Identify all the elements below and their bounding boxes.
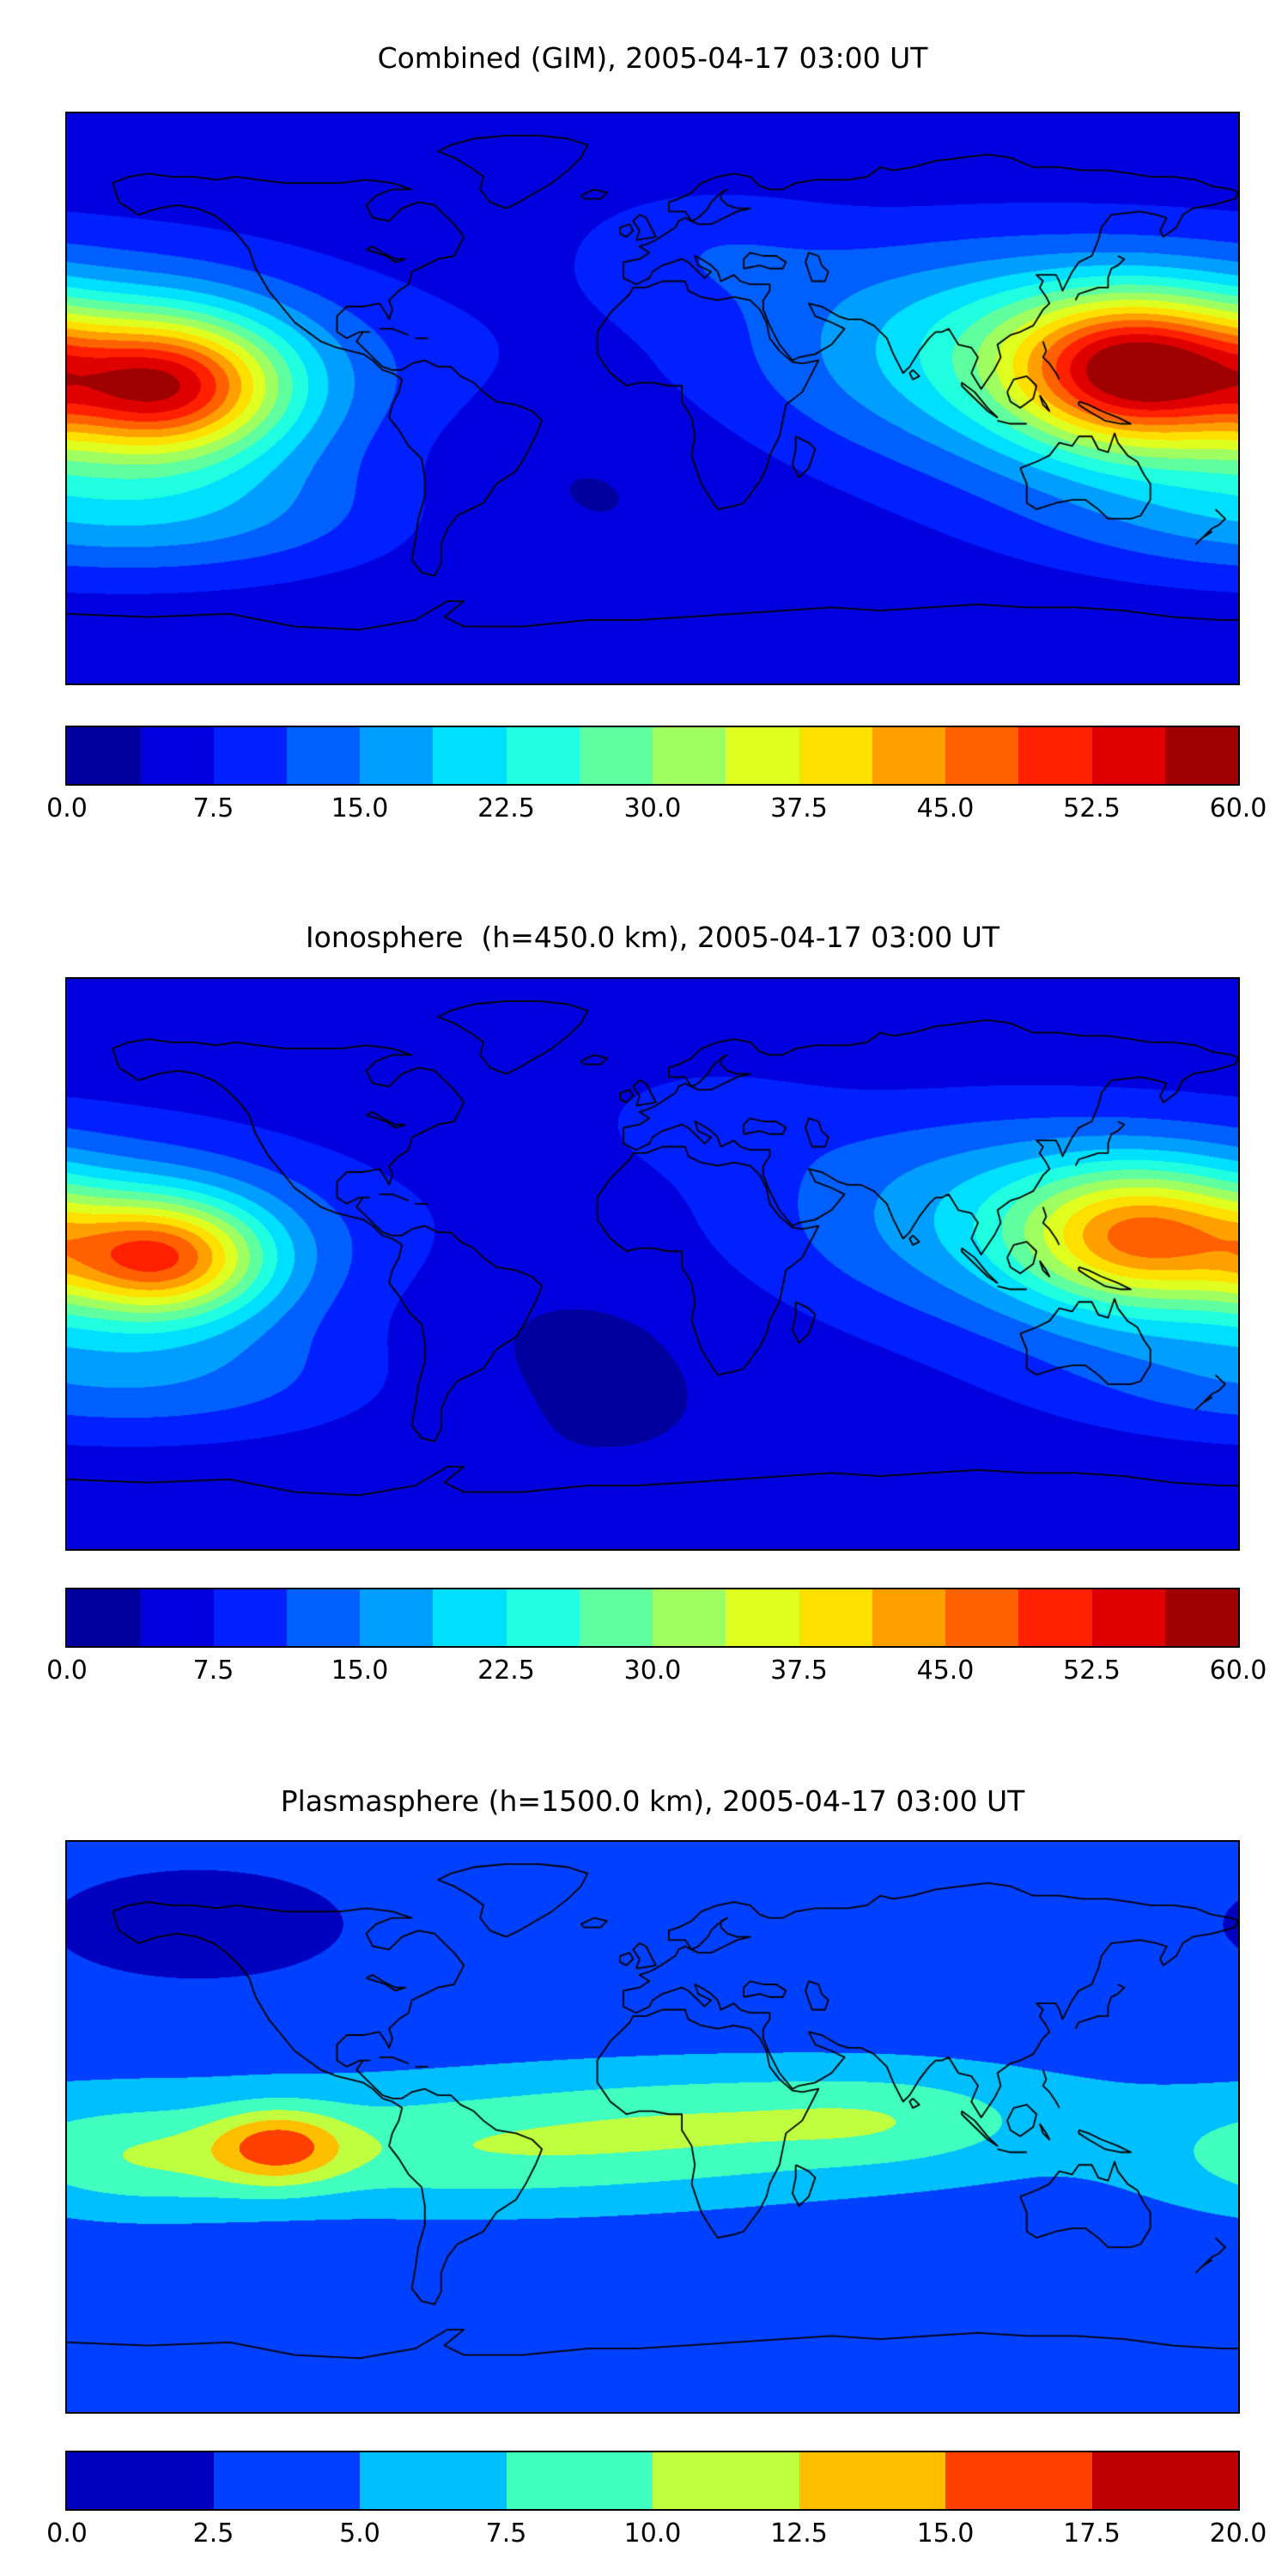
colorbar-tick-label: 0.0 <box>46 1656 88 1686</box>
colorbar-tick-label: 60.0 <box>1209 793 1267 823</box>
colorbar-segment <box>506 727 580 784</box>
colorbar-tick-label: 30.0 <box>623 793 682 823</box>
colorbar-segment <box>1018 727 1092 784</box>
colorbar-segment <box>799 1589 872 1646</box>
colorbar-tick-label: 7.5 <box>192 793 234 823</box>
colorbar-tick-label: 52.5 <box>1063 1656 1121 1686</box>
colorbar-ionosphere <box>65 1588 1240 1648</box>
colorbar-segment <box>872 727 945 784</box>
colorbar-segment <box>1018 1589 1092 1646</box>
colorbar-segment <box>726 727 799 784</box>
colorbar-segment <box>140 1589 214 1646</box>
colorbar-segment <box>653 1589 726 1646</box>
panel-title-plasmasphere: Plasmasphere (h=1500.0 km), 2005-04-17 0… <box>280 1784 1025 1818</box>
colorbar-tick-label: 60.0 <box>1209 1656 1267 1686</box>
colorbar-segment <box>1091 2452 1238 2509</box>
colorbar-tick-label: 2.5 <box>192 2518 234 2549</box>
colorbar-segment <box>67 2452 214 2509</box>
colorbar-ticks-plasmasphere: 0.0 2.5 5.0 7.5 10.0 12.5 15.0 17.5 20.0 <box>46 2517 1267 2553</box>
colorbar-segment <box>579 727 653 784</box>
colorbar-tick-label: 37.5 <box>770 793 828 823</box>
colorbar-segment <box>67 1589 141 1646</box>
panel-title-combined: Combined (GIM), 2005-04-17 03:00 UT <box>377 41 928 75</box>
colorbar-segment <box>67 727 141 784</box>
colorbar-tick-label: 7.5 <box>485 2518 527 2549</box>
colorbar-segment <box>213 727 287 784</box>
colorbar-segment <box>1091 727 1165 784</box>
colorbar-tick-label: 15.0 <box>331 793 389 823</box>
colorbar-segment <box>726 1589 799 1646</box>
colorbar-segment <box>360 727 434 784</box>
colorbar-segment <box>945 1589 1019 1646</box>
colorbar-segment <box>286 1589 360 1646</box>
colorbar-segment <box>433 727 507 784</box>
colorbar-tick-label: 52.5 <box>1063 793 1121 823</box>
colorbar-tick-label: 37.5 <box>770 1656 828 1686</box>
colorbar-segment <box>1091 1589 1165 1646</box>
colorbar-tick-label: 0.0 <box>46 2518 88 2549</box>
colorbar-segment <box>213 2452 360 2509</box>
colorbar-tick-label: 17.5 <box>1063 2518 1121 2549</box>
colorbar-ticks-combined: 0.0 7.5 15.0 22.5 30.0 37.5 45.0 52.5 60.0 <box>46 792 1267 828</box>
world-map-ionosphere <box>65 977 1240 1551</box>
colorbar-tick-label: 12.5 <box>770 2518 828 2549</box>
colorbar-plasmasphere <box>65 2451 1240 2511</box>
colorbar-segment <box>433 1589 507 1646</box>
colorbar-segment <box>653 727 726 784</box>
colorbar-segment <box>360 2452 507 2509</box>
colorbar-segment <box>945 2452 1092 2509</box>
colorbar-tick-label: 10.0 <box>623 2518 682 2549</box>
colorbar-segment <box>506 1589 580 1646</box>
colorbar-segment <box>506 2452 653 2509</box>
colorbar-segment <box>872 1589 945 1646</box>
colorbar-segment <box>1164 1589 1238 1646</box>
colorbar-tick-label: 45.0 <box>916 793 975 823</box>
colorbar-segment <box>140 727 214 784</box>
colorbar-segment <box>799 2452 945 2509</box>
colorbar-tick-label: 15.0 <box>916 2518 975 2549</box>
colorbar-tick-label: 5.0 <box>339 2518 380 2549</box>
colorbar-ticks-ionosphere: 0.0 7.5 15.0 22.5 30.0 37.5 45.0 52.5 60.0 <box>46 1654 1267 1690</box>
world-map-combined <box>65 112 1240 685</box>
colorbar-tick-label: 45.0 <box>916 1656 975 1686</box>
colorbar-segment <box>799 727 872 784</box>
colorbar-tick-label: 30.0 <box>623 1656 682 1686</box>
colorbar-segment <box>360 1589 434 1646</box>
colorbar-combined <box>65 726 1240 786</box>
colorbar-tick-label: 20.0 <box>1209 2518 1267 2549</box>
colorbar-tick-label: 7.5 <box>192 1656 234 1686</box>
colorbar-segment <box>945 727 1019 784</box>
colorbar-segment <box>653 2452 799 2509</box>
colorbar-tick-label: 22.5 <box>477 793 535 823</box>
colorbar-tick-label: 0.0 <box>46 793 88 823</box>
colorbar-segment <box>579 1589 653 1646</box>
colorbar-segment <box>286 727 360 784</box>
colorbar-segment <box>213 1589 287 1646</box>
panel-title-ionosphere: Ionosphere (h=450.0 km), 2005-04-17 03:0… <box>305 920 1000 954</box>
world-map-plasmasphere <box>65 1840 1240 2414</box>
colorbar-tick-label: 22.5 <box>477 1656 535 1686</box>
colorbar-segment <box>1164 727 1238 784</box>
colorbar-tick-label: 15.0 <box>331 1656 389 1686</box>
